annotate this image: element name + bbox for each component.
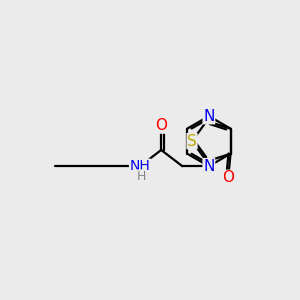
Text: N: N — [203, 159, 214, 174]
Text: O: O — [222, 170, 234, 185]
Text: O: O — [155, 118, 167, 133]
Text: NH: NH — [130, 159, 150, 173]
Text: H: H — [137, 170, 146, 183]
Text: N: N — [203, 109, 214, 124]
Text: S: S — [187, 134, 197, 149]
